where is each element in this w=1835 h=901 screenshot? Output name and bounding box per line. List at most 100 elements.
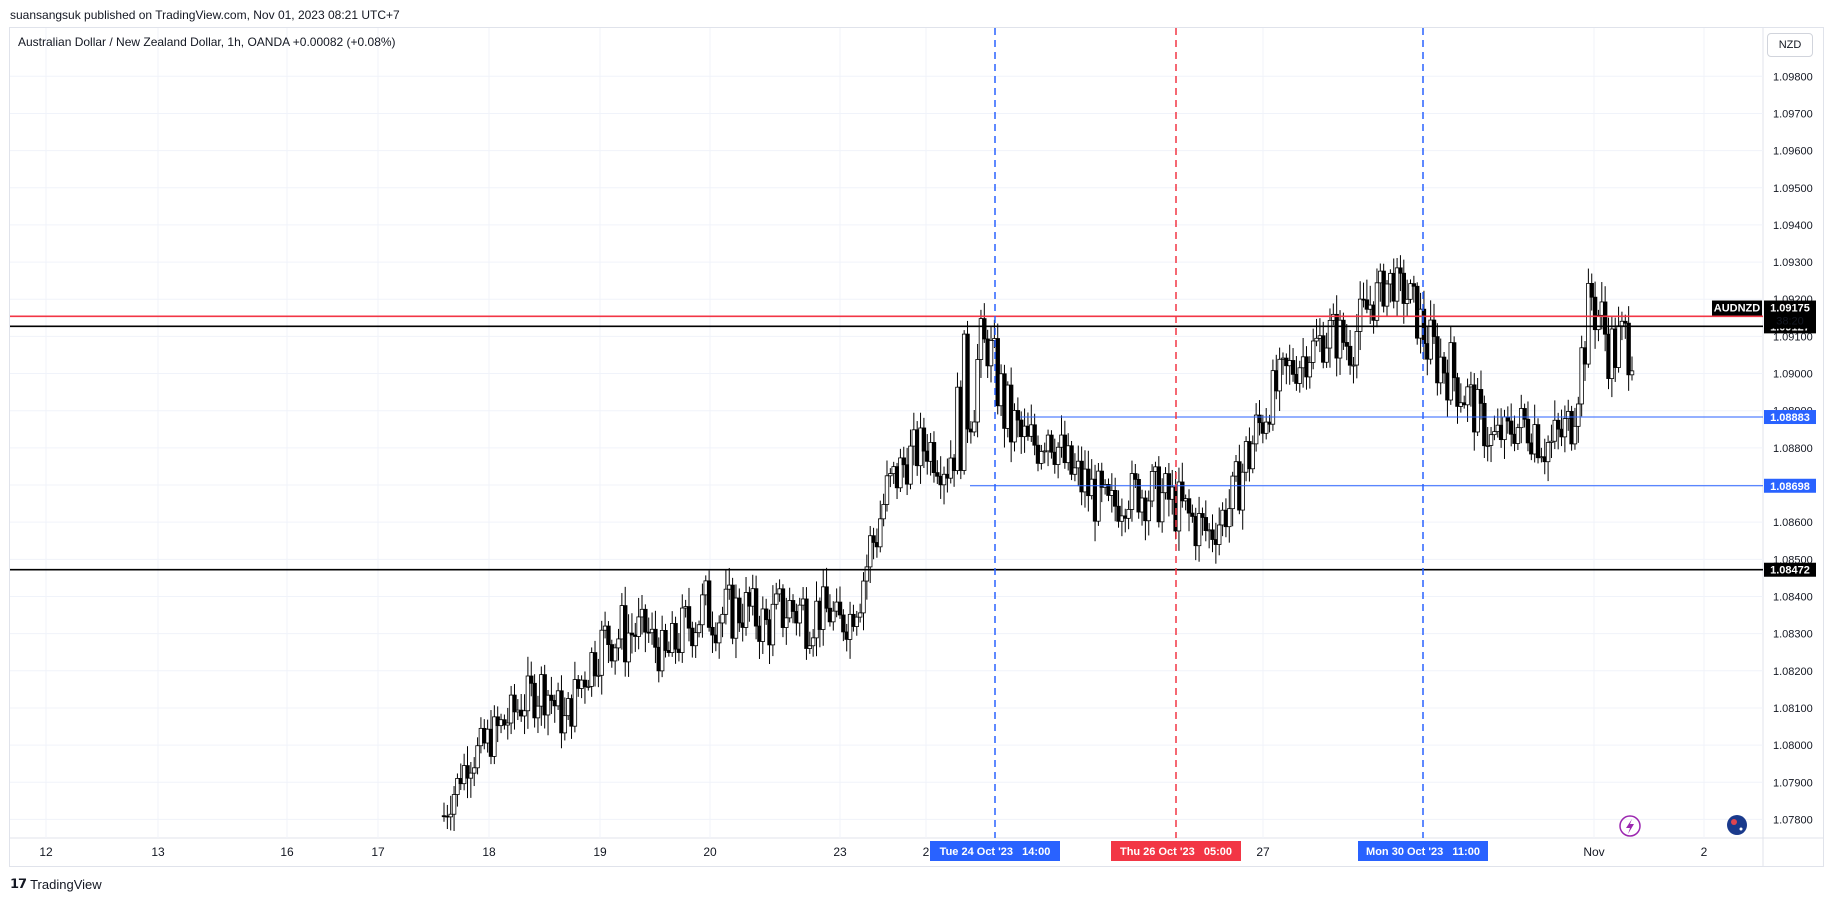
candle-body	[1277, 358, 1282, 392]
candle-body	[1203, 517, 1208, 531]
candle-body	[824, 586, 829, 609]
candle-body	[1327, 319, 1333, 349]
candle-body	[1428, 319, 1433, 360]
price-tick-label: 1.09700	[1773, 108, 1813, 120]
candle-body	[716, 622, 722, 644]
candle-body	[1408, 283, 1413, 300]
time-tick-label: 12	[39, 845, 53, 859]
candle-body	[559, 690, 564, 734]
time-tick-label: 20	[703, 845, 717, 859]
candle-body	[807, 645, 812, 649]
candle-body	[1112, 490, 1118, 507]
candle-body	[1106, 484, 1111, 496]
candle-body	[455, 778, 460, 795]
candle-body	[780, 588, 786, 628]
candle-body	[1186, 498, 1192, 514]
candle-body	[995, 338, 1000, 407]
candle-body	[1572, 425, 1578, 445]
candle-body	[1129, 473, 1135, 510]
australia-flag-icon[interactable]	[1727, 815, 1747, 835]
candle-body	[606, 625, 611, 645]
candle-body	[1515, 427, 1521, 444]
candle-body	[532, 682, 537, 719]
candle-body	[1549, 440, 1554, 443]
footer-logo-text: TradingView	[30, 876, 102, 892]
candle-body	[1357, 298, 1363, 332]
candle-body	[612, 647, 618, 662]
time-tick-label: 2	[1701, 845, 1708, 859]
time-tick-label: 17	[371, 845, 385, 859]
candle-body	[810, 637, 816, 647]
candle-body	[1230, 475, 1235, 510]
candle-body	[643, 608, 648, 633]
candle-body	[1012, 410, 1017, 443]
candle-body	[586, 685, 591, 688]
candle-body	[931, 442, 937, 473]
candle-body	[1616, 325, 1621, 368]
price-tick-label: 1.08000	[1773, 740, 1813, 752]
candle-body	[1015, 410, 1021, 421]
candle-body	[663, 629, 668, 651]
symbol-legend[interactable]: Australian Dollar / New Zealand Dollar, …	[18, 35, 396, 49]
candle-body	[1522, 408, 1527, 420]
candle-body	[1492, 431, 1497, 436]
candle-body	[1072, 467, 1078, 475]
candle-body	[1586, 283, 1591, 365]
candle-body	[881, 504, 886, 520]
candle-body	[1579, 347, 1584, 405]
time-tick-label: 27	[1256, 845, 1270, 859]
candle-body	[871, 535, 876, 543]
current-price-label: 1.09175	[1770, 303, 1810, 315]
candle-body	[448, 813, 453, 818]
lightning-icon[interactable]	[1619, 815, 1641, 837]
price-tag-label: 1.08472	[1770, 565, 1810, 577]
candle-body	[1049, 434, 1054, 453]
candle-body	[1042, 450, 1047, 453]
candle-body	[1055, 446, 1061, 465]
candle-body	[1411, 283, 1417, 287]
candle-body	[753, 588, 759, 627]
candle-body	[1307, 362, 1313, 378]
candle-body	[854, 616, 859, 627]
candle-body	[653, 628, 658, 648]
candle-body	[572, 679, 578, 727]
candle-body	[1096, 470, 1101, 522]
candle-body	[535, 705, 541, 719]
candle-body	[465, 765, 470, 779]
candle-body	[972, 421, 977, 433]
price-tag-label: 1.08698	[1770, 481, 1810, 493]
candle-body	[1441, 356, 1447, 374]
candle-body	[529, 675, 534, 684]
candle-body	[1475, 389, 1480, 433]
candle-body	[1596, 314, 1601, 331]
time-tick-label: 19	[593, 845, 607, 859]
footer[interactable]: 𝟭𝟳 TradingView	[10, 876, 102, 892]
candle-body	[941, 473, 947, 486]
candle-body	[1398, 267, 1403, 274]
candle-body	[1159, 492, 1165, 523]
candle-body	[599, 629, 604, 676]
candle-body	[545, 694, 551, 716]
candle-body	[797, 604, 802, 624]
vertical-line-tag-label: Thu 26 Oct '23 05:00	[1120, 846, 1232, 858]
candle-body	[790, 600, 796, 612]
candle-body	[1290, 360, 1296, 375]
price-tick-label: 1.09300	[1773, 257, 1813, 269]
vertical-line-tag-label: Mon 30 Oct '23 11:00	[1366, 846, 1480, 858]
candle-body	[1347, 345, 1353, 366]
currency-button[interactable]: NZD	[1767, 33, 1813, 57]
candle-body	[1227, 508, 1232, 528]
candle-body	[1451, 342, 1457, 379]
candle-body	[837, 601, 843, 616]
candle-body	[1310, 340, 1316, 363]
candle-body	[841, 614, 846, 633]
candle-body	[1478, 389, 1484, 404]
candle-body	[720, 613, 725, 624]
candle-body	[1404, 298, 1410, 304]
candle-body	[1354, 331, 1360, 366]
price-tick-label: 1.08300	[1773, 629, 1813, 641]
candle-body	[468, 772, 474, 779]
candle-body	[1455, 377, 1460, 407]
candle-body	[737, 597, 742, 624]
